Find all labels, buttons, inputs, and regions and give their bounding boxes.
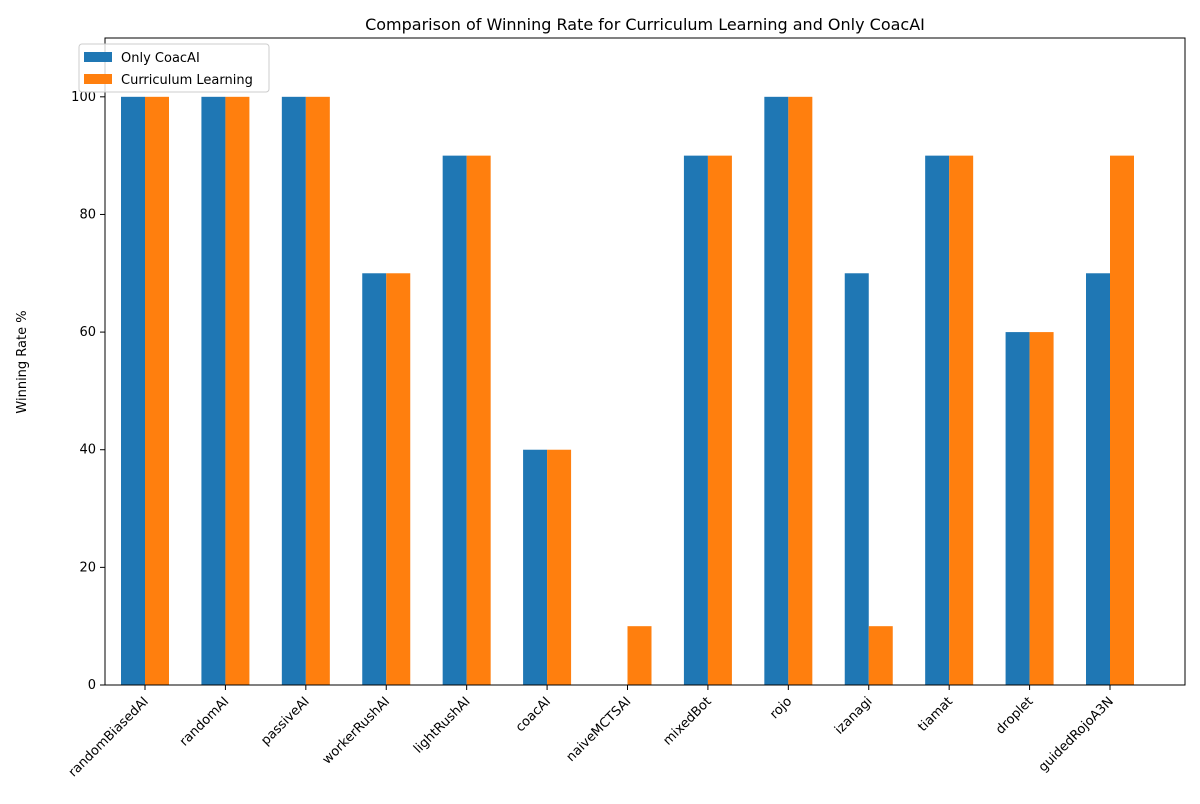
- bar-curriculum-workerRushAI: [386, 273, 411, 685]
- x-tick-label-randomBiasedAI: randomBiasedAI: [66, 694, 152, 780]
- bar-only-coacai-droplet: [1005, 332, 1030, 685]
- legend-label: Curriculum Learning: [121, 73, 253, 88]
- x-tick-label-droplet: droplet: [993, 694, 1036, 737]
- bar-curriculum-passiveAI: [305, 96, 330, 686]
- bar-curriculum-randomAI: [225, 96, 250, 686]
- legend: Only CoacAI Curriculum Learning: [78, 43, 270, 93]
- x-tick-label-workerRushAI: workerRushAI: [320, 694, 393, 767]
- bar-only-coacai-randomBiasedAI: [121, 96, 145, 686]
- bar-only-coacai-rojo: [764, 96, 789, 686]
- bar-only-coacai-tiamat: [925, 155, 950, 686]
- legend-swatch: [84, 74, 112, 84]
- x-tick-label-tiamat: tiamat: [915, 694, 956, 735]
- bar-curriculum-rojo: [788, 96, 813, 686]
- bar-curriculum-randomBiasedAI: [145, 96, 169, 686]
- x-tick-label-guidedRojoA3N: guidedRojoA3N: [1036, 694, 1117, 775]
- x-tick-label-rojo: rojo: [767, 694, 795, 722]
- bar-only-coacai-izanagi: [844, 273, 869, 685]
- bar-curriculum-coacAI: [547, 449, 572, 685]
- bar-only-coacai-workerRushAI: [362, 273, 387, 685]
- bar-curriculum-lightRushAI: [466, 155, 491, 686]
- legend-label: Only CoacAI: [121, 51, 200, 66]
- y-tick-label: 60: [79, 325, 96, 340]
- bar-only-coacai-coacAI: [523, 449, 548, 685]
- bar-curriculum-mixedBot: [707, 155, 732, 686]
- x-tick-label-coacAI: coacAI: [513, 694, 554, 735]
- x-tick-label-passiveAI: passiveAI: [258, 694, 312, 748]
- x-tick-label-mixedBot: mixedBot: [660, 694, 714, 748]
- y-tick-label: 20: [79, 560, 96, 575]
- bar-curriculum-izanagi: [868, 626, 893, 685]
- legend-swatch: [84, 52, 112, 62]
- y-tick-label: 0: [88, 678, 96, 693]
- y-tick-label: 100: [71, 90, 96, 105]
- bar-only-coacai-guidedRojoA3N: [1086, 273, 1110, 685]
- bar-curriculum-naiveMCTSAI: [627, 626, 652, 685]
- plot-frame: [104, 37, 1186, 686]
- x-tick-label-lightRushAI: lightRushAI: [411, 694, 473, 756]
- bar-only-coacai-lightRushAI: [442, 155, 467, 686]
- bar-only-coacai-randomAI: [201, 96, 226, 686]
- bar-curriculum-guidedRojoA3N: [1110, 155, 1134, 686]
- chart-title: Comparison of Winning Rate for Curriculu…: [365, 15, 925, 34]
- y-axis-label: Winning Rate %: [15, 310, 30, 413]
- x-tick-label-randomAI: randomAI: [177, 694, 232, 749]
- x-tick-label-naiveMCTSAI: naiveMCTSAI: [564, 694, 635, 765]
- y-tick-label: 80: [79, 207, 96, 222]
- bar-only-coacai-passiveAI: [281, 96, 306, 686]
- bar-curriculum-droplet: [1029, 332, 1054, 685]
- bar-curriculum-tiamat: [949, 155, 974, 686]
- x-tick-label-izanagi: izanagi: [832, 694, 875, 737]
- bar-only-coacai-mixedBot: [683, 155, 708, 686]
- y-tick-label: 40: [79, 443, 96, 458]
- legend-box: [78, 43, 270, 93]
